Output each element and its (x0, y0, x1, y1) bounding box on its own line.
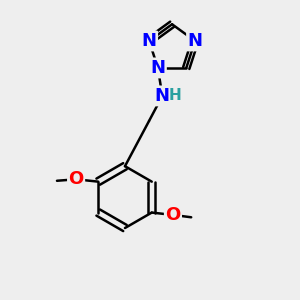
Text: H: H (168, 88, 181, 103)
Text: O: O (165, 206, 181, 224)
Text: N: N (188, 32, 202, 50)
Text: O: O (68, 170, 84, 188)
Text: N: N (142, 32, 157, 50)
Text: N: N (155, 87, 170, 105)
Text: N: N (150, 59, 165, 77)
